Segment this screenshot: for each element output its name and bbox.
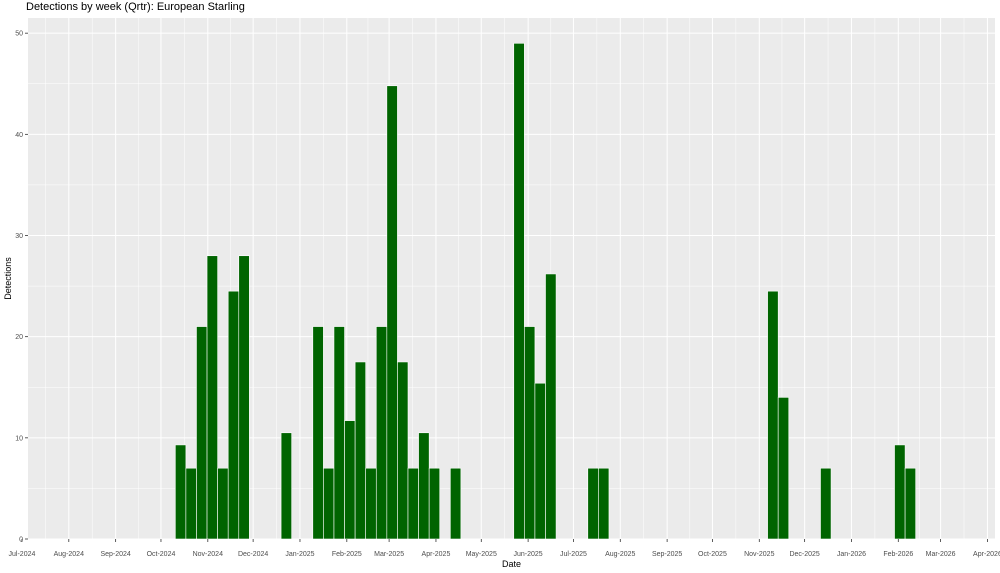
x-tick-label: Sep-2025 <box>652 551 682 558</box>
bar <box>407 467 419 540</box>
bar <box>513 42 525 540</box>
bar <box>534 382 546 540</box>
x-tick-label: Jul-2025 <box>560 551 587 558</box>
x-axis-title: Date <box>502 559 521 569</box>
bar <box>904 467 916 540</box>
bar <box>428 467 441 540</box>
bar <box>238 255 250 540</box>
x-tick-label: Jan-2025 <box>285 551 314 558</box>
bar <box>175 444 187 540</box>
x-tick-label: Mar-2025 <box>374 551 404 558</box>
y-axis: 0 10 20 30 40 50 <box>15 31 28 544</box>
bar <box>418 432 430 540</box>
x-tick-label: Apr-2025 <box>422 551 451 558</box>
x-tick-label: Oct-2025 <box>698 551 727 558</box>
y-tick-label: 40 <box>15 132 23 139</box>
y-axis-title: Detections <box>3 257 13 300</box>
x-tick-label: Nov-2024 <box>193 551 223 558</box>
x-tick-label: Aug-2024 <box>54 551 84 558</box>
bar <box>344 420 356 540</box>
bar <box>386 85 398 540</box>
bar <box>280 432 292 540</box>
bar <box>375 326 388 540</box>
x-tick-label: Jun-2025 <box>514 551 543 558</box>
x-tick-label: Dec-2024 <box>238 551 268 558</box>
bar <box>587 467 599 540</box>
bar <box>312 326 324 540</box>
y-tick-label: 0 <box>19 537 23 544</box>
x-axis: Jul-2024 Aug-2024 Sep-2024 Oct-2024 Nov-2024… <box>9 539 1000 558</box>
x-tick-label: Jul-2024 <box>9 551 36 558</box>
bar <box>397 361 409 540</box>
bar <box>598 467 610 540</box>
bar <box>227 290 240 540</box>
x-tick-label: Oct-2024 <box>147 551 176 558</box>
bar <box>365 467 377 540</box>
bar <box>820 467 832 540</box>
bar <box>894 444 906 540</box>
bar <box>196 326 208 540</box>
y-tick-label: 50 <box>15 31 23 38</box>
bar <box>354 361 366 540</box>
bar <box>323 467 335 540</box>
bar <box>545 273 557 540</box>
y-tick-label: 20 <box>15 334 23 341</box>
bar <box>524 326 536 540</box>
x-tick-label: Feb-2026 <box>883 551 913 558</box>
x-tick-label: Nov-2025 <box>744 551 774 558</box>
y-tick-label: 30 <box>15 233 23 240</box>
y-tick-label: 10 <box>15 435 23 442</box>
plot-panel <box>28 18 995 539</box>
bar <box>450 467 462 540</box>
bar <box>767 290 779 540</box>
bars <box>175 42 916 540</box>
x-tick-label: Aug-2025 <box>605 551 635 558</box>
bar <box>777 397 790 540</box>
bar <box>185 467 197 540</box>
chart-title: Detections by week (Qrtr): European Star… <box>26 1 245 13</box>
x-tick-label: Feb-2025 <box>332 551 362 558</box>
x-tick-label: Jan-2026 <box>837 551 866 558</box>
bar <box>217 467 229 540</box>
x-tick-label: May-2025 <box>466 551 497 558</box>
bar <box>206 255 218 540</box>
x-tick-label: Sep-2024 <box>100 551 130 558</box>
x-tick-label: Apr-2026 <box>973 551 1000 558</box>
x-tick-label: Dec-2025 <box>789 551 819 558</box>
bar <box>333 326 345 540</box>
x-tick-label: Mar-2026 <box>926 551 956 558</box>
